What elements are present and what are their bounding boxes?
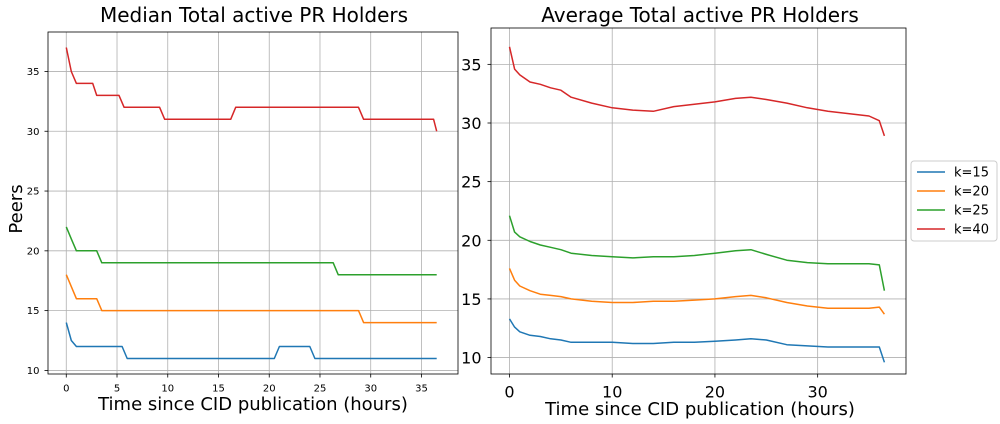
gridlines [48,32,458,374]
x-tick-label: 25 [314,384,327,395]
x-tick-label: 10 [602,383,622,402]
x-tick-label: 15 [212,384,225,395]
y-tick-label: 25 [27,187,40,198]
plot-frame [490,27,907,375]
legend-label: k=20 [954,185,989,200]
x-axis-label: Time since CID publication (hours) [544,399,855,420]
series-line-k-20 [508,268,886,315]
y-tick-label: 15 [461,290,481,309]
ticks: 0 5 10 15 20 25 30 35 10 15 20 25 30 35 [27,67,428,395]
series-line-k-25 [508,215,886,291]
y-tick-label: 10 [461,349,481,368]
x-tick-label: 20 [263,384,276,395]
y-tick-label: 30 [27,127,40,138]
y-tick-label: 25 [461,173,481,192]
y-tick-label: 35 [27,67,40,78]
x-tick-label: 0 [63,384,69,395]
x-tick-label: 30 [364,384,377,395]
series-line-k-15 [65,322,437,360]
series-line-k-40 [65,47,438,132]
chart-title: Average Total active PR Holders [541,3,859,27]
x-axis-label: Time since CID publication (hours) [97,394,408,415]
y-tick-label: 10 [27,366,40,377]
y-tick-label: 20 [461,231,481,250]
y-axis-label: Peers [6,184,27,233]
legend-label: k=25 [954,204,989,219]
y-tick-label: 30 [461,114,481,133]
chart-title: Median Total active PR Holders [100,3,408,27]
x-tick-label: 0 [504,383,514,402]
average-chart: Average Total active PR Holders Time sin… [461,3,907,420]
series-line-k-40 [508,46,886,137]
series-line-k-25 [65,226,437,276]
series-line-k-15 [508,318,886,363]
legend-box [910,160,998,242]
series-lines [65,47,438,360]
legend: k=15 k=20 k=25 k=40 [910,160,998,242]
x-tick-label: 35 [415,384,428,395]
x-tick-label: 5 [114,384,120,395]
series-lines [508,46,886,363]
x-tick-label: 20 [705,383,725,402]
x-tick-label: 10 [161,384,174,395]
legend-label: k=40 [954,223,989,238]
median-chart: Median Total active PR Holders Time sinc… [6,3,459,415]
y-tick-label: 35 [461,55,481,74]
ticks: 0 10 20 30 10 15 20 25 30 35 [461,55,828,401]
legend-label: k=15 [954,166,989,181]
y-tick-label: 15 [27,306,40,317]
series-line-k-20 [65,274,437,324]
gridlines [491,28,906,374]
y-tick-label: 20 [27,246,40,257]
x-tick-label: 30 [807,383,827,402]
plot-frame [47,31,459,375]
